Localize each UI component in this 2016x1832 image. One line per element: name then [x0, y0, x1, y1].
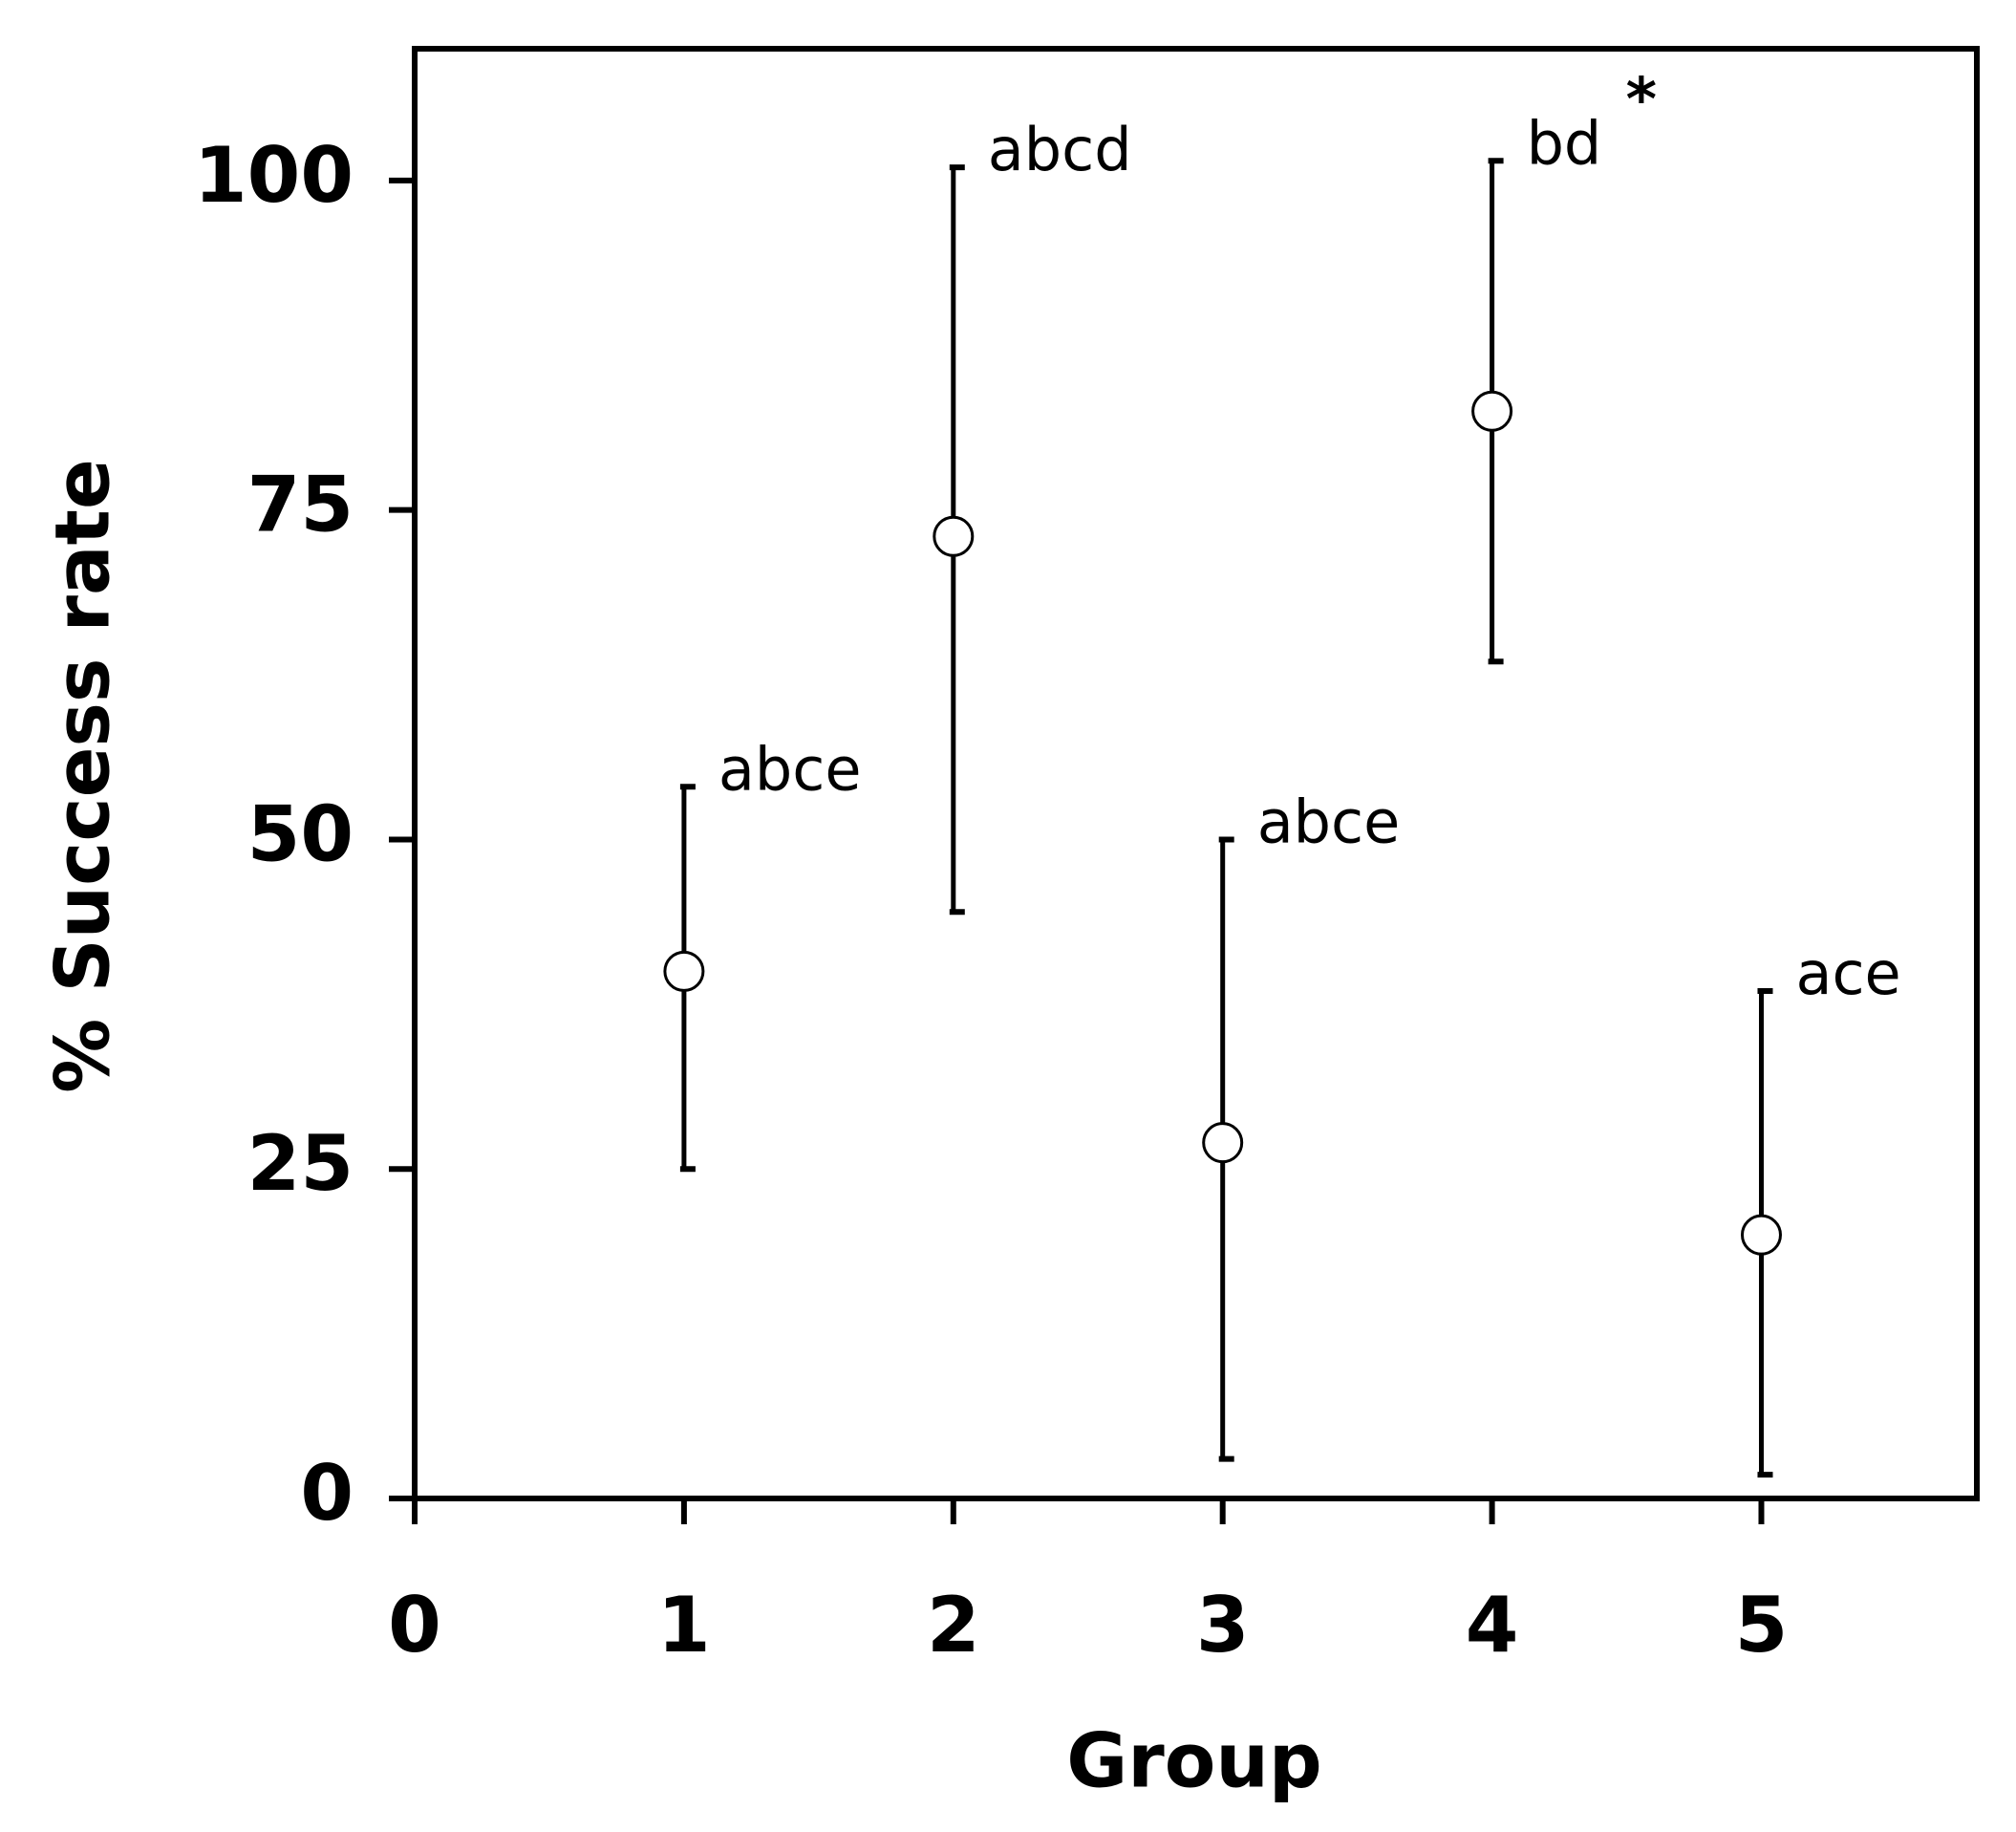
x-tick-label: 0	[388, 1581, 441, 1670]
group-annotation: abce	[1257, 787, 1401, 857]
x-tick-label: 1	[657, 1581, 711, 1670]
data-point	[1471, 390, 1513, 432]
data-point	[1202, 1122, 1244, 1164]
x-tick-label: 2	[927, 1581, 980, 1670]
x-axis-label: Group	[1066, 1718, 1321, 1804]
data-point	[1740, 1214, 1782, 1256]
y-tick-label: 0	[300, 1449, 354, 1538]
plot-frame	[412, 46, 1980, 1501]
significance-mark: *	[1626, 64, 1657, 134]
y-tick-label: 75	[247, 461, 354, 550]
y-tick-label: 25	[247, 1119, 354, 1208]
data-point	[663, 950, 705, 992]
x-tick-label: 4	[1466, 1581, 1519, 1670]
y-axis-label: % Success rate	[40, 459, 126, 1093]
group-annotation: ace	[1795, 938, 1900, 1008]
group-annotation: abcd	[988, 115, 1132, 184]
x-tick-label: 5	[1735, 1581, 1789, 1670]
group-annotation: abce	[718, 734, 862, 804]
data-point	[933, 515, 975, 557]
x-tick-label: 3	[1196, 1581, 1250, 1670]
y-tick-label: 100	[194, 131, 354, 220]
y-tick-label: 50	[247, 789, 354, 878]
group-annotation: bd	[1527, 108, 1602, 178]
